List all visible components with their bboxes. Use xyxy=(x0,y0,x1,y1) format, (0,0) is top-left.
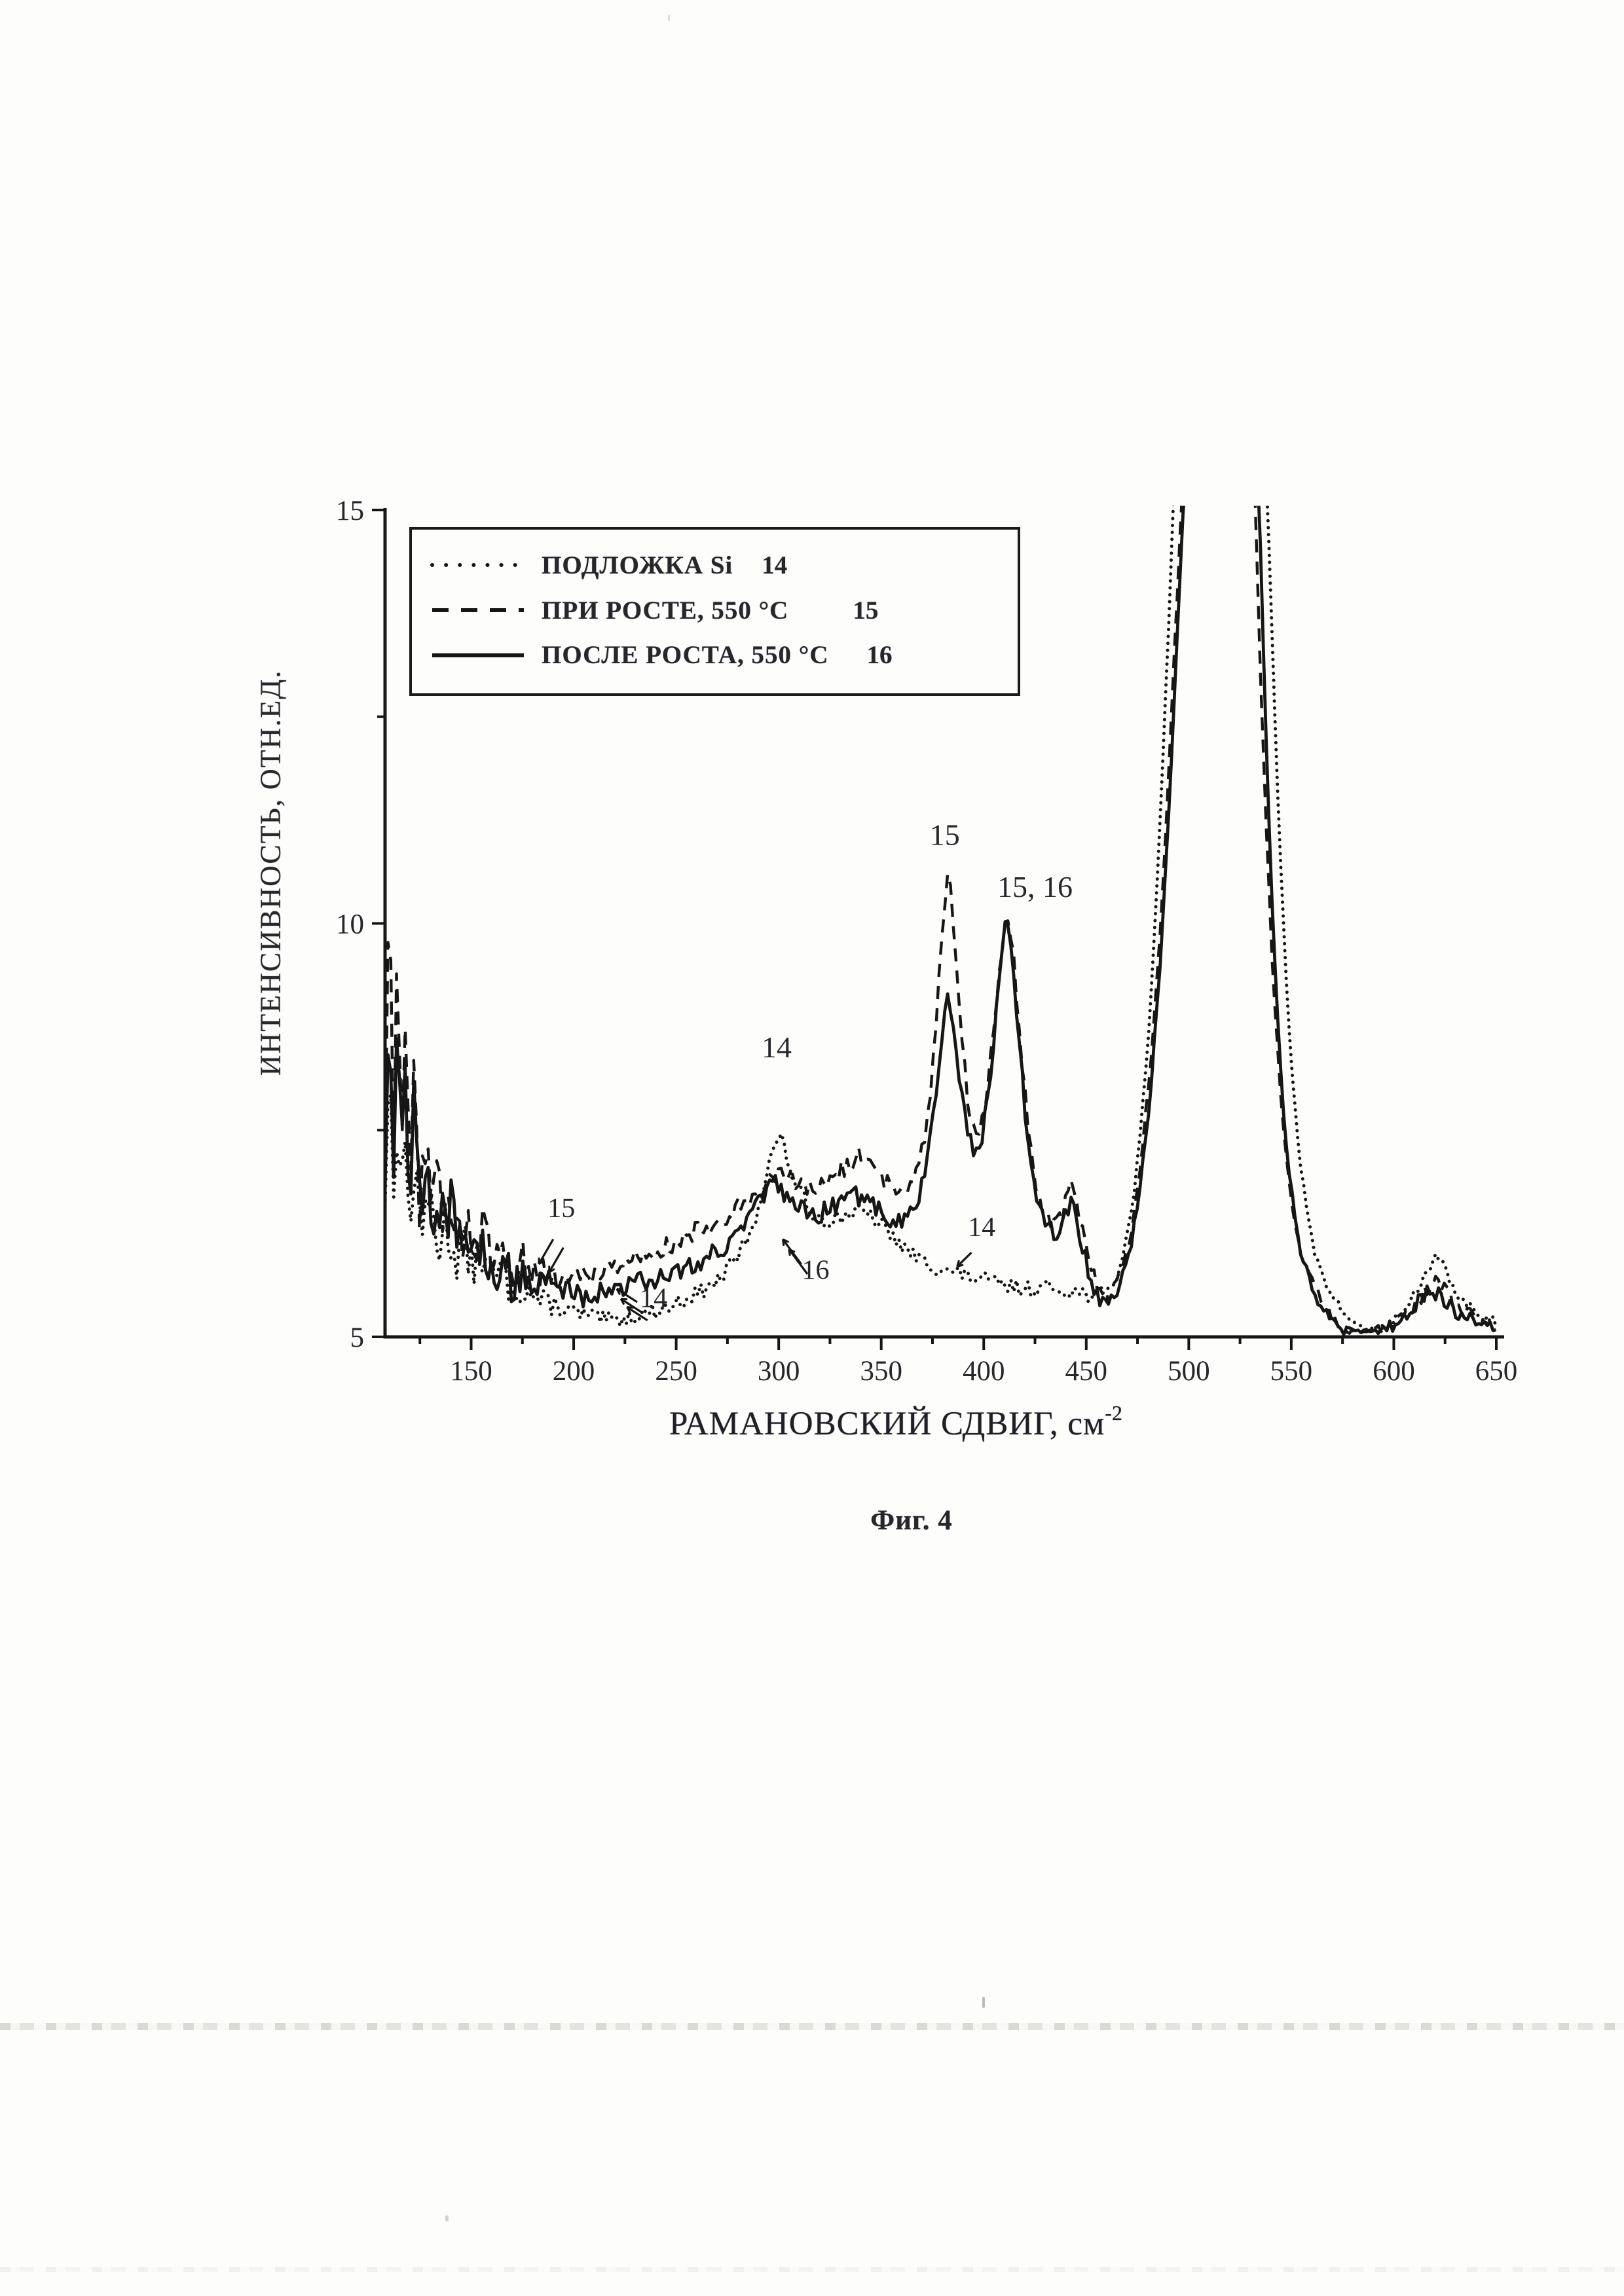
x-tick-label: 250 xyxy=(655,1356,697,1387)
legend-item-substrate: ПОДЛОЖКА Si 14 xyxy=(429,551,1018,580)
legend-item-ref: 14 xyxy=(762,551,788,579)
annotation-arrowhead xyxy=(957,1264,964,1268)
y-tick-label: 10 xyxy=(336,909,364,940)
annotation-arrow xyxy=(620,1298,642,1313)
annotation-label: 14 xyxy=(968,1212,995,1243)
annotation-arrowhead xyxy=(548,1267,555,1273)
dashed-line-sample-icon xyxy=(432,608,524,612)
legend-item-label: ПОСЛЕ РОСТА, 550 °С xyxy=(542,641,829,670)
x-tick-label: 450 xyxy=(1065,1356,1108,1387)
scan-artifact-line xyxy=(0,2023,1624,2030)
annotation-label: 15 xyxy=(930,818,960,852)
y-tick-label: 5 xyxy=(350,1322,365,1353)
x-tick-label: 550 xyxy=(1270,1356,1313,1387)
x-axis-title-text: РАМАНОВСКИЙ СДВИГ, см xyxy=(669,1406,1105,1442)
x-tick-label: 200 xyxy=(553,1356,595,1387)
legend-item-label: ПРИ РОСТЕ, 550 °С xyxy=(542,596,789,625)
annotation-arrow xyxy=(548,1247,564,1273)
x-tick-label: 350 xyxy=(860,1356,902,1387)
legend-box: ПОДЛОЖКА Si 14 ПРИ РОСТЕ, 550 °С 15 ПОСЛ… xyxy=(409,527,1020,696)
annotation-arrowhead xyxy=(616,1288,621,1296)
x-axis-title-superscript: -2 xyxy=(1105,1401,1122,1425)
series-curve-14 xyxy=(383,505,1498,1332)
annotation-label: 14 xyxy=(762,1030,792,1064)
x-tick-label: 300 xyxy=(758,1356,800,1387)
scan-speck xyxy=(445,2215,449,2221)
series-curve-15 xyxy=(383,505,1498,1336)
x-tick-label: 150 xyxy=(450,1356,492,1387)
annotation-arrow xyxy=(616,1288,638,1303)
scan-artifact-line xyxy=(0,2267,1624,2272)
annotation-arrow xyxy=(626,1306,648,1322)
solid-line-sample-icon xyxy=(432,653,524,657)
annotation-arrow xyxy=(538,1239,555,1265)
annotation-arrow xyxy=(788,1248,809,1275)
annotation-arrowhead xyxy=(626,1306,631,1314)
legend-item-label: ПОДЛОЖКА Si xyxy=(542,551,733,579)
legend-item-during-growth: ПРИ РОСТЕ, 550 °С 15 xyxy=(429,596,1018,625)
ticks xyxy=(372,509,1498,1350)
annotation-label: 15, 16 xyxy=(997,870,1073,903)
annotation-label: 14 xyxy=(640,1284,667,1314)
x-tick-label: 500 xyxy=(1168,1356,1210,1387)
series-curve-16 xyxy=(383,505,1496,1336)
x-axis-title: РАМАНОВСКИЙ СДВИГ, см-2 xyxy=(669,1401,1122,1443)
tick-labels: 150 200 250 300 350 400 450 500 550 600 650 5 10 15 xyxy=(336,496,1517,1387)
y-tick-label: 15 xyxy=(336,496,364,526)
scan-speck xyxy=(668,14,670,21)
y-axis-title: ИНТЕНСИВНОСТЬ, ОТН.ЕД. xyxy=(254,669,287,1076)
annotation-label: 16 xyxy=(802,1256,830,1286)
legend-item-after-growth: ПОСЛЕ РОСТА, 550 °С 16 xyxy=(429,640,1018,670)
annotation-arrowhead xyxy=(619,1298,625,1305)
legend-item-ref: 16 xyxy=(866,641,893,670)
annotation-arrow xyxy=(956,1252,972,1267)
annotation-label: 15 xyxy=(547,1194,575,1224)
x-tick-label: 650 xyxy=(1475,1356,1518,1387)
dotted-line-sample-icon xyxy=(430,563,526,568)
annotation-arrowhead xyxy=(788,1248,791,1256)
x-tick-label: 400 xyxy=(963,1356,1005,1387)
x-tick-label: 600 xyxy=(1373,1356,1415,1387)
annotations: 15 15, 16 14 15 14 16 14 xyxy=(538,818,1073,1322)
annotation-arrowhead xyxy=(538,1260,545,1266)
figure-caption: Фиг. 4 xyxy=(870,1505,953,1536)
scan-speck xyxy=(982,1997,985,2008)
legend-item-ref: 15 xyxy=(853,596,879,625)
